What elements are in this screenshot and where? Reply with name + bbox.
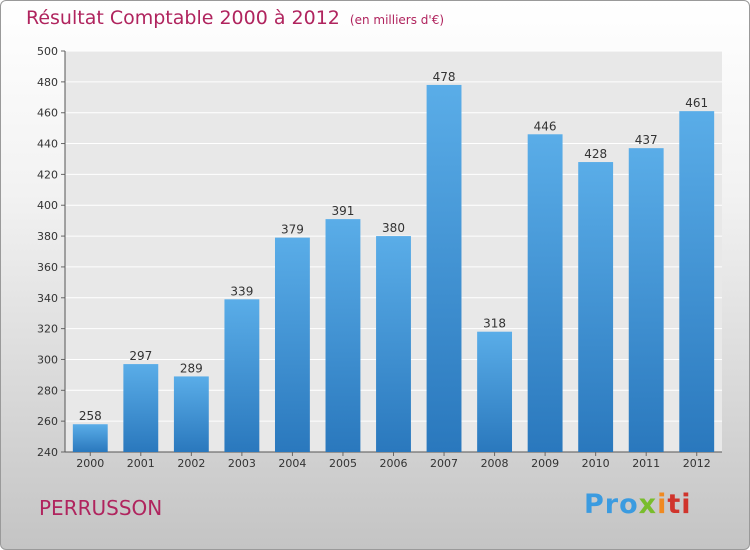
chart-title: Résultat Comptable 2000 à 2012 (en millie…: [26, 7, 444, 29]
y-tick-label: 480: [37, 76, 58, 89]
x-tick-label: 2005: [329, 457, 357, 470]
bar-2003: [224, 299, 260, 452]
x-tick-label: 2012: [683, 457, 711, 470]
proxiti-logo: Proxiti: [584, 489, 692, 520]
data-label-2005: 391: [332, 204, 355, 218]
bar-2001: [123, 364, 159, 452]
y-tick-label: 420: [37, 168, 58, 181]
chart-title-main: Résultat Comptable 2000 à 2012: [26, 7, 340, 29]
y-tick-label: 320: [37, 323, 58, 336]
x-tick-label: 2010: [582, 457, 610, 470]
bar-2004: [274, 237, 310, 452]
y-tick-label: 440: [37, 138, 58, 151]
data-label-2012: 461: [685, 96, 708, 110]
y-tick-label: 260: [37, 415, 58, 428]
data-label-2011: 437: [635, 133, 658, 147]
x-tick-label: 2006: [380, 457, 408, 470]
y-tick-label: 400: [37, 199, 58, 212]
data-label-2007: 478: [433, 70, 456, 84]
x-tick-label: 2002: [177, 457, 205, 470]
y-tick-label: 240: [37, 446, 58, 459]
x-tick-label: 2009: [531, 457, 559, 470]
y-tick-label: 360: [37, 261, 58, 274]
y-tick-label: 340: [37, 292, 58, 305]
y-tick-label: 300: [37, 353, 58, 366]
bar-2000: [72, 424, 108, 452]
data-label-2006: 380: [382, 221, 405, 235]
bar-2002: [173, 376, 209, 452]
bar-2009: [527, 134, 563, 453]
bar-2005: [325, 219, 361, 452]
bar-2011: [628, 148, 664, 452]
data-label-2009: 446: [534, 119, 557, 133]
data-label-2010: 428: [584, 147, 607, 161]
y-tick-label: 280: [37, 384, 58, 397]
x-tick-label: 2003: [228, 457, 256, 470]
x-tick-label: 2008: [481, 457, 509, 470]
data-label-2002: 289: [180, 361, 203, 375]
y-tick-label: 500: [37, 45, 58, 58]
data-label-2001: 297: [129, 349, 152, 363]
data-label-2004: 379: [281, 223, 304, 237]
x-tick-label: 2004: [278, 457, 306, 470]
bar-2010: [578, 162, 614, 453]
bar-2006: [376, 236, 411, 452]
bar-2007: [426, 84, 462, 452]
bar-2012: [679, 111, 715, 453]
x-tick-label: 2007: [430, 457, 458, 470]
x-tick-label: 2000: [76, 457, 104, 470]
data-label-2003: 339: [230, 284, 253, 298]
commune-name: PERRUSSON: [39, 496, 163, 520]
bar-2008: [477, 331, 513, 452]
y-tick-label: 460: [37, 107, 58, 120]
chart-title-unit: (en milliers d'€): [349, 13, 445, 27]
y-tick-label: 380: [37, 230, 58, 243]
data-label-2000: 258: [79, 409, 102, 423]
x-tick-label: 2001: [127, 457, 155, 470]
data-label-2008: 318: [483, 317, 506, 331]
x-tick-label: 2011: [632, 457, 660, 470]
